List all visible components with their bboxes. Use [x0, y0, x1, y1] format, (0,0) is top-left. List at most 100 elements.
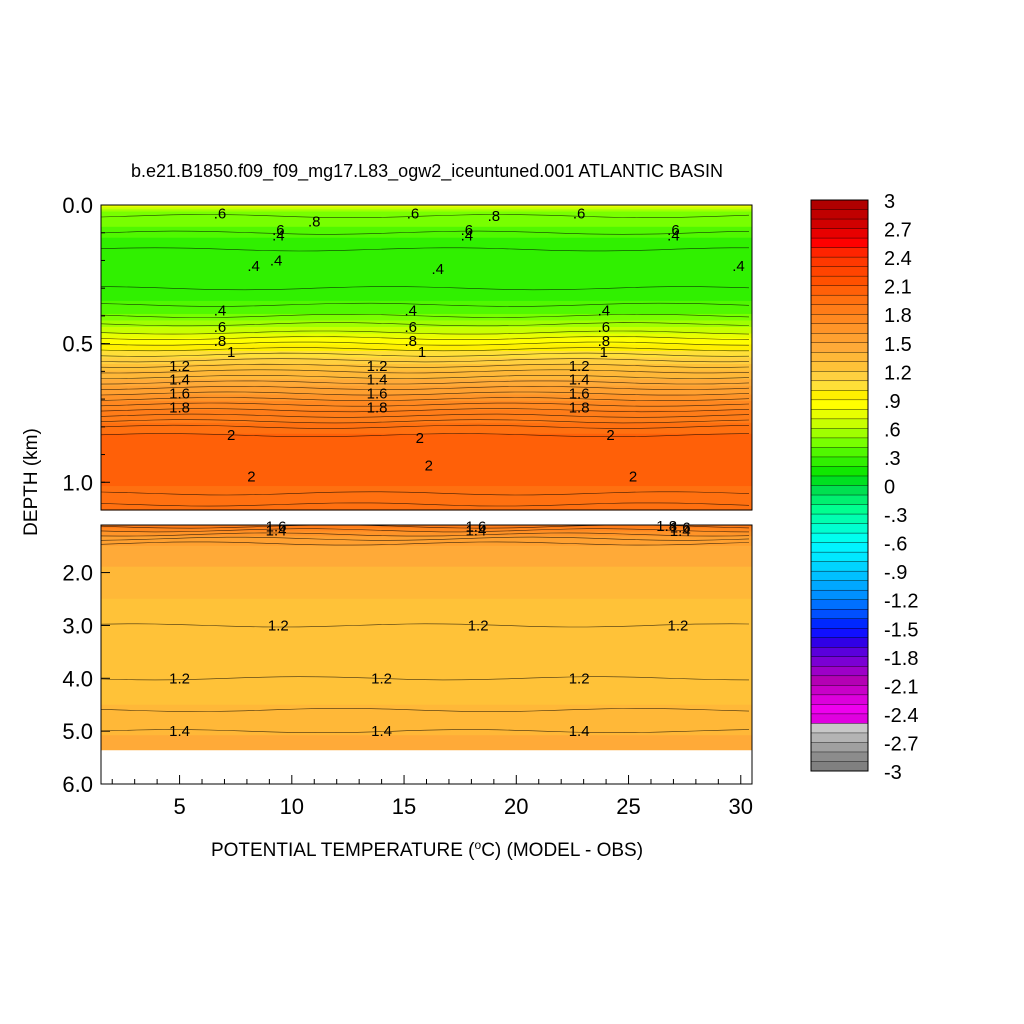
lower-fill-band — [101, 605, 752, 608]
upper-fill-band — [101, 481, 752, 485]
x-tick-label: 20 — [504, 794, 528, 819]
colorbar-swatch — [810, 580, 869, 591]
colorbar-swatch — [810, 352, 869, 363]
upper-fill-band — [101, 268, 752, 271]
upper-fill-band — [101, 329, 752, 332]
lower-fill-band — [101, 610, 752, 613]
upper-fill-band — [101, 261, 752, 265]
lower-fill-band — [101, 614, 752, 618]
upper-fill-band — [101, 488, 752, 491]
lower-fill-band — [101, 553, 752, 557]
contour-label: 1.6 — [169, 386, 190, 403]
upper-fill-band — [101, 425, 752, 428]
contour-line-lower — [100, 536, 750, 541]
colorbar-tick-label: 1.5 — [884, 334, 912, 356]
upper-fill-band — [101, 385, 752, 389]
contour-line-upper — [100, 363, 750, 368]
lower-fill-band — [101, 658, 752, 661]
lower-fill-band — [101, 730, 752, 733]
lower-fill-band — [101, 731, 752, 735]
y-tick-label: 4.0 — [62, 666, 93, 691]
contour-label: 1.4 — [569, 372, 590, 389]
upper-fill-band — [101, 392, 752, 396]
lower-fill-band — [101, 526, 752, 529]
lower-fill-band — [101, 642, 752, 645]
contour-label: .4 — [667, 228, 680, 245]
colorbar-swatch — [810, 666, 869, 677]
contour-label: .8 — [488, 208, 501, 225]
lower-fill-band — [101, 648, 752, 651]
upper-fill-band — [101, 475, 752, 478]
lower-fill-band — [101, 595, 752, 598]
lower-fill-band — [101, 579, 752, 582]
upper-fill-band — [101, 237, 752, 241]
lower-fill-band — [101, 706, 752, 709]
upper-fill-band — [101, 494, 752, 498]
contour-label: 1.6 — [465, 519, 486, 536]
lower-fill-band — [101, 672, 752, 675]
contour-label: 1.8 — [367, 399, 388, 416]
upper-fill-band — [101, 372, 752, 376]
upper-fill-band — [101, 324, 752, 328]
lower-fill-band — [101, 590, 752, 593]
colorbar-swatch — [810, 275, 869, 287]
contour-label: 1.6 — [266, 519, 287, 536]
colorbar-swatch — [810, 589, 869, 601]
upper-fill-band — [101, 335, 752, 339]
upper-fill-band — [101, 418, 752, 422]
contour-line-upper — [100, 358, 750, 363]
colorbar-swatch — [810, 637, 869, 648]
y-tick-label: 6.0 — [62, 772, 93, 797]
upper-fill-band — [101, 422, 752, 426]
lower-fill-band — [101, 682, 752, 685]
lower-fill-band — [101, 723, 752, 727]
upper-fill-band — [101, 381, 752, 385]
contour-line-upper — [100, 302, 750, 307]
colorbar-swatch — [810, 437, 869, 448]
colorbar-swatch — [810, 266, 869, 277]
upper-fill-band — [101, 318, 752, 322]
upper-fill-band — [101, 464, 752, 468]
contour-line-lower — [100, 541, 750, 546]
lower-fill-band — [101, 701, 752, 704]
lower-fill-band — [101, 653, 752, 656]
contour-label: 1.6 — [367, 386, 388, 403]
y-axis-label: DEPTH (km) — [21, 428, 42, 536]
upper-fill-band — [101, 333, 752, 337]
lower-fill-band — [101, 629, 752, 632]
upper-fill-band — [101, 433, 752, 437]
upper-fill-band — [101, 311, 752, 315]
x-axis-label: POTENTIAL TEMPERATURE (oC) (MODEL - OBS) — [211, 838, 643, 861]
upper-fill-band — [101, 398, 752, 402]
upper-fill-band — [101, 442, 752, 446]
upper-fill-band — [101, 483, 752, 487]
upper-fill-band — [101, 224, 752, 228]
upper-fill-band — [101, 270, 752, 274]
upper-fill-band — [101, 459, 752, 463]
colorbar-swatch — [810, 333, 869, 344]
upper-fill-band — [101, 292, 752, 295]
x-axis-label-superscript: o — [475, 838, 482, 852]
contour-label: 1 — [600, 344, 608, 361]
colorbar-tick-label: -.6 — [884, 534, 907, 556]
colorbar-swatch — [810, 742, 869, 753]
lower-fill-band — [101, 688, 752, 691]
upper-fill-band — [101, 276, 752, 280]
contour-label: 1.6 — [569, 386, 590, 403]
lower-fill-band — [101, 528, 752, 531]
lower-fill-band — [101, 720, 752, 723]
lower-fill-band — [101, 574, 752, 577]
lower-fill-band — [101, 529, 752, 533]
upper-fill-band — [101, 233, 752, 237]
lower-fill-band — [101, 568, 752, 571]
lower-fill-band — [101, 552, 752, 555]
upper-fill-band — [101, 353, 752, 356]
colorbar-swatch — [810, 628, 869, 639]
contour-line-upper — [100, 230, 750, 235]
contour-line-lower — [100, 676, 750, 681]
upper-fill-band — [101, 342, 752, 346]
upper-fill-band — [101, 379, 752, 383]
upper-fill-band — [101, 340, 752, 343]
upper-fill-band — [101, 370, 752, 374]
contour-label: .8 — [214, 333, 227, 350]
